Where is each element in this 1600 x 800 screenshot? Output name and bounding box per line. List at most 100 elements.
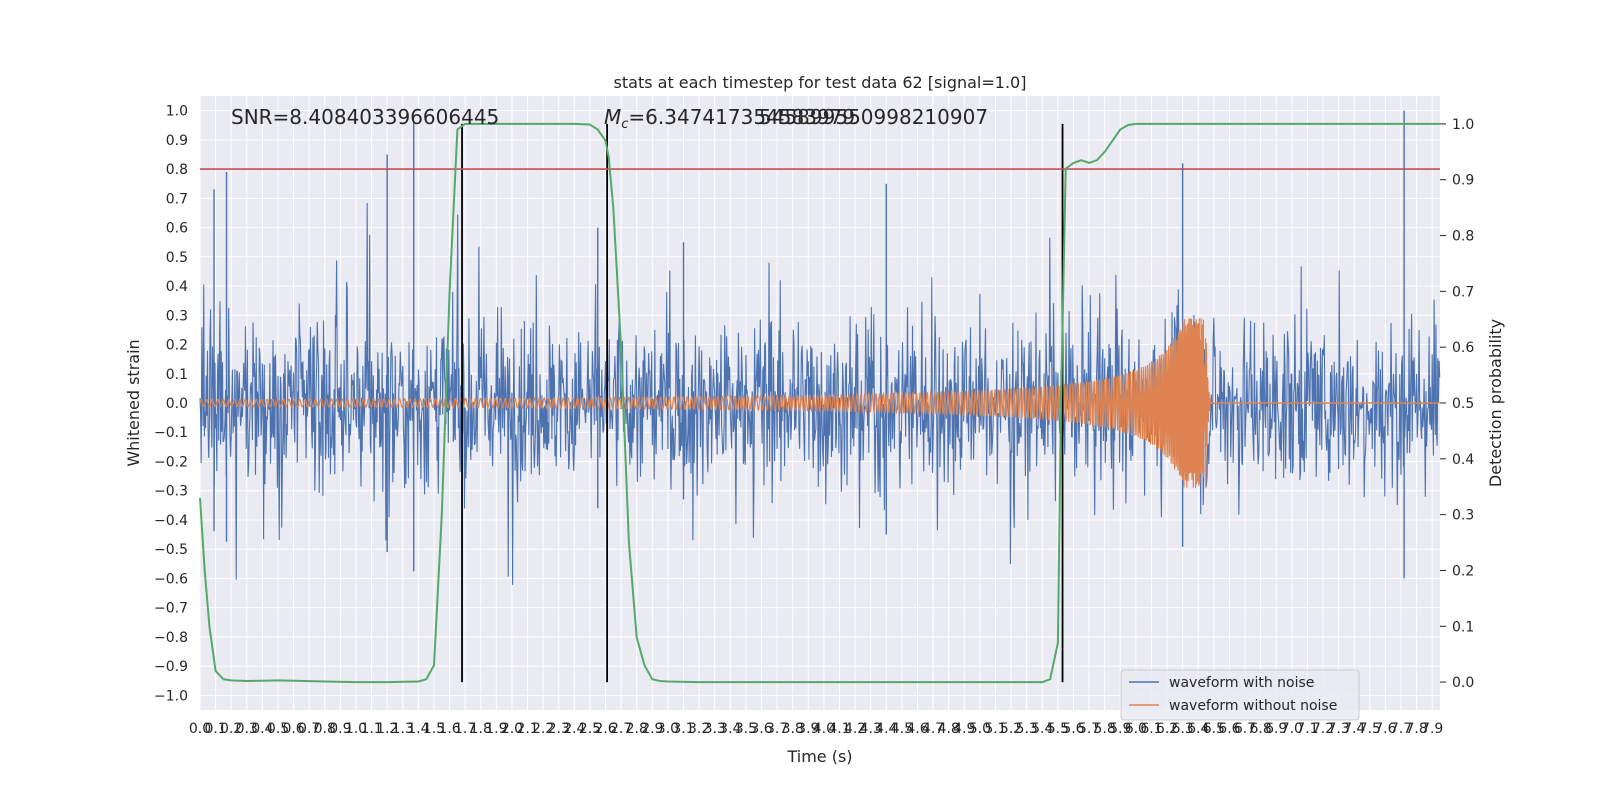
x-tick-label: 6.3 <box>1172 721 1194 737</box>
x-tick-label: 0.5 <box>267 721 289 737</box>
x-tick-label: 1.6 <box>438 721 460 737</box>
y-right-tick-label: 0.7 <box>1452 284 1474 300</box>
overlapping-annotation: 545899550998210907 <box>759 105 988 129</box>
x-tick-label: 2.7 <box>610 721 632 737</box>
noise-waveform-line <box>199 202 1441 585</box>
y-right-tick-label: 0.1 <box>1452 619 1474 635</box>
x-tick-label: 4.8 <box>938 721 960 737</box>
y-left-tick-label: −0.5 <box>154 542 188 558</box>
x-tick-label: 2.9 <box>641 721 663 737</box>
series-waveform-without-noise <box>199 318 1441 488</box>
x-tick-label: 0.6 <box>282 721 304 737</box>
legend: waveform with noise waveform without noi… <box>1120 669 1360 721</box>
x-tick-label: 0.1 <box>204 721 226 737</box>
x-tick-label: 0.2 <box>220 721 242 737</box>
x-tick-label: 3.1 <box>672 721 694 737</box>
y-right-tick-label: 0.9 <box>1452 173 1474 189</box>
y-left-tick-label: 0.5 <box>166 250 188 266</box>
x-tick-label: 6.8 <box>1249 721 1271 737</box>
x-tick-label: 6.5 <box>1203 721 1225 737</box>
chart-title: stats at each timestep for test data 62 … <box>614 73 1027 92</box>
x-tick-label: 2.5 <box>579 721 601 737</box>
x-tick-label: 6.2 <box>1156 721 1178 737</box>
x-tick-label: 6.0 <box>1125 721 1147 737</box>
x-axis-label: Time (s) <box>786 747 852 766</box>
x-tick-label: 6.6 <box>1218 721 1240 737</box>
x-axis-ticks: 0.00.10.20.30.40.50.60.70.80.91.01.11.21… <box>189 721 1443 737</box>
x-tick-label: 7.8 <box>1405 721 1427 737</box>
y-left-tick-label: 0.8 <box>166 162 188 178</box>
y-left-tick-label: 0.6 <box>166 221 188 237</box>
series-waveform-with-noise <box>199 110 1441 585</box>
x-tick-label: 7.5 <box>1359 721 1381 737</box>
y-left-tick-label: −0.1 <box>154 425 188 441</box>
y-right-tick-label: 0.8 <box>1452 229 1474 245</box>
legend-label-noise: waveform with noise <box>1169 675 1314 691</box>
x-tick-label: 5.1 <box>984 721 1006 737</box>
x-tick-label: 3.3 <box>704 721 726 737</box>
y-right-tick-label: 0.6 <box>1452 340 1474 356</box>
x-tick-label: 1.3 <box>392 721 414 737</box>
x-tick-label: 7.9 <box>1421 721 1443 737</box>
x-tick-label: 5.4 <box>1031 721 1053 737</box>
x-tick-label: 3.8 <box>782 721 804 737</box>
x-tick-label: 7.0 <box>1281 721 1303 737</box>
chirp-mass-subscript: c <box>621 117 628 132</box>
y-left-tick-label: −0.7 <box>154 601 188 617</box>
x-tick-label: 2.6 <box>594 721 616 737</box>
chirp-mass-symbol: M <box>604 105 621 129</box>
legend-label-clean: waveform without noise <box>1169 698 1337 714</box>
y-right-tick-label: 0.0 <box>1452 675 1474 691</box>
x-tick-label: 3.0 <box>657 721 679 737</box>
x-tick-label: 2.2 <box>532 721 554 737</box>
y-left-tick-label: −0.9 <box>154 659 188 675</box>
y-right-tick-label: 0.5 <box>1452 396 1474 412</box>
x-tick-label: 7.2 <box>1312 721 1334 737</box>
probability-line <box>199 122 1440 684</box>
y-right-tick-label: 1.0 <box>1452 117 1474 133</box>
x-tick-label: 0.4 <box>251 721 273 737</box>
y-axis-right-label: Detection probability <box>1486 319 1505 487</box>
x-tick-label: 2.4 <box>563 721 585 737</box>
x-tick-label: 5.3 <box>1016 721 1038 737</box>
x-tick-label: 0.7 <box>298 721 320 737</box>
y-left-tick-label: −0.2 <box>154 454 188 470</box>
x-tick-label: 5.7 <box>1078 721 1100 737</box>
x-tick-label: 6.7 <box>1234 721 1256 737</box>
y-left-tick-label: 0.4 <box>166 279 188 295</box>
x-tick-label: 5.6 <box>1062 721 1084 737</box>
x-tick-label: 7.4 <box>1343 721 1365 737</box>
y-axis-right-ticks: 1.0 0.9 0.8 0.7 0.6 0.5 0.4 0.3 0.2 0.1 0.0 <box>1440 117 1474 691</box>
x-tick-label: 4.0 <box>813 721 835 737</box>
x-tick-label: 3.2 <box>688 721 710 737</box>
x-tick-label: 6.1 <box>1140 721 1162 737</box>
y-left-tick-label: 0.9 <box>166 133 188 149</box>
x-tick-label: 4.1 <box>828 721 850 737</box>
x-tick-label: 4.3 <box>860 721 882 737</box>
x-tick-label: 1.1 <box>360 721 382 737</box>
x-tick-label: 4.6 <box>906 721 928 737</box>
x-tick-label: 1.9 <box>485 721 507 737</box>
x-tick-label: 1.4 <box>407 721 429 737</box>
y-left-tick-label: −0.8 <box>154 630 188 646</box>
x-tick-label: 1.2 <box>376 721 398 737</box>
y-left-tick-label: 0.0 <box>166 396 188 412</box>
x-tick-label: 4.5 <box>891 721 913 737</box>
y-axis-left-ticks: 1.0 0.9 0.8 0.7 0.6 0.5 0.4 0.3 0.2 0.1 0.0 −0.1 −0.… <box>154 104 188 705</box>
x-tick-label: 5.8 <box>1094 721 1116 737</box>
x-tick-label: 0.8 <box>314 721 336 737</box>
y-right-tick-label: 0.3 <box>1452 508 1474 524</box>
snr-annotation: SNR=8.408403396606445 <box>231 105 499 129</box>
x-tick-label: 7.1 <box>1296 721 1318 737</box>
x-tick-label: 4.7 <box>922 721 944 737</box>
x-tick-label: 4.2 <box>844 721 866 737</box>
x-tick-label: 3.4 <box>719 721 741 737</box>
x-tick-label: 5.0 <box>969 721 991 737</box>
x-tick-label: 7.3 <box>1327 721 1349 737</box>
y-axis-left-label: Whitened strain <box>124 339 143 466</box>
clean-waveform-line <box>199 318 1441 488</box>
y-left-tick-label: −0.4 <box>154 513 188 529</box>
x-tick-label: 2.3 <box>548 721 570 737</box>
y-right-tick-label: 0.4 <box>1452 452 1474 468</box>
